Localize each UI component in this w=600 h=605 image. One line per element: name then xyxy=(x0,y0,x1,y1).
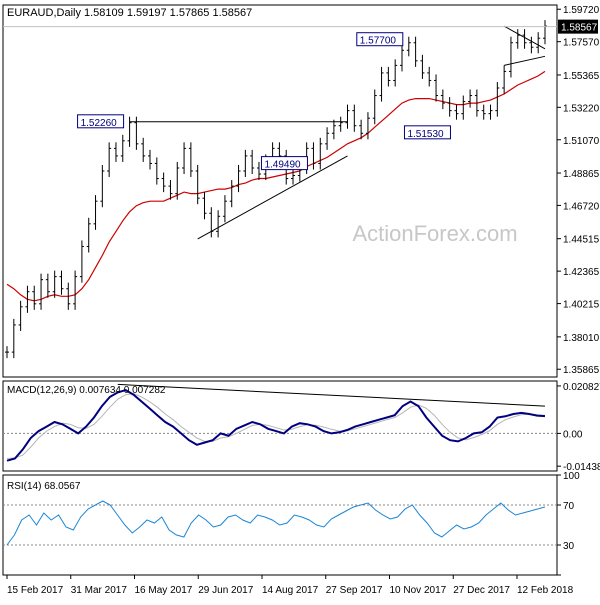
trendline xyxy=(504,55,546,66)
x-tick-label: 27 Sep 2017 xyxy=(326,585,383,596)
macd-y-tick-label: 0.00 xyxy=(563,429,583,440)
price-panel-frame xyxy=(2,4,558,378)
sma-line xyxy=(6,70,546,302)
annotation-box xyxy=(260,156,308,171)
annotation-box xyxy=(403,125,451,140)
trendline xyxy=(197,155,348,240)
price-y-tick-label: 1.46720 xyxy=(563,201,600,212)
price-y-tick-label: 1.35865 xyxy=(563,365,600,376)
x-tick-label: 29 Jun 2017 xyxy=(198,585,253,596)
x-tick-label: 15 Feb 2017 xyxy=(7,585,64,596)
annotation-label: 1.52260 xyxy=(81,118,118,129)
macd-signal-line xyxy=(6,392,546,459)
x-tick-label: 12 Feb 2018 xyxy=(517,585,574,596)
current-price-box xyxy=(558,19,598,34)
price-y-tick-label: 1.40215 xyxy=(563,300,600,311)
rsi-y-tick-label: 70 xyxy=(563,501,575,512)
price-y-tick-label: 1.42365 xyxy=(563,267,600,278)
macd-title: MACD(12,26,9) 0.007634 0.007282 xyxy=(7,385,166,396)
annotation-label: 1.49490 xyxy=(264,160,301,171)
x-tick-label: 14 Aug 2017 xyxy=(262,585,319,596)
macd-y-tick-label: -0.014386 xyxy=(563,462,600,473)
macd-line xyxy=(6,389,546,462)
price-y-tick-label: 1.57570 xyxy=(563,38,600,49)
current-price-label: 1.58567 xyxy=(561,23,598,34)
price-y-tick-label: 1.51070 xyxy=(563,136,600,147)
chart-title: EURAUD,Daily 1.58109 1.59197 1.57865 1.5… xyxy=(7,7,252,19)
x-tick-label: 31 Mar 2017 xyxy=(71,585,128,596)
annotation-label: 1.57700 xyxy=(360,36,397,47)
price-y-tick-label: 1.55365 xyxy=(563,71,600,82)
price-y-tick-label: 1.48865 xyxy=(563,169,600,180)
rsi-title: RSI(14) 68.0567 xyxy=(7,481,81,492)
x-tick-label: 27 Dec 2017 xyxy=(453,585,510,596)
price-y-tick-label: 1.59720 xyxy=(563,5,600,16)
x-tick-label: 16 May 2017 xyxy=(135,585,193,596)
rsi-y-tick-label: 30 xyxy=(563,541,575,552)
rsi-y-tick-label: 100 xyxy=(563,471,580,482)
price-y-tick-label: 1.53220 xyxy=(563,103,600,114)
rsi-line xyxy=(6,500,546,546)
macd-trendline xyxy=(117,383,546,407)
trendline xyxy=(503,25,546,50)
annotation-box xyxy=(77,114,125,129)
price-y-tick-label: 1.44515 xyxy=(563,235,600,246)
macd-panel-frame xyxy=(2,380,558,472)
price-y-tick-label: 1.38010 xyxy=(563,333,600,344)
macd-y-tick-label: 0.020827 xyxy=(563,382,600,393)
watermark-text: ActionForex.com xyxy=(352,221,517,246)
annotation-label: 1.51530 xyxy=(407,129,444,140)
x-tick-label: 10 Nov 2017 xyxy=(390,585,447,596)
annotation-box xyxy=(356,32,404,47)
